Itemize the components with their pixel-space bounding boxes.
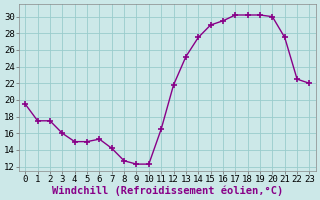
X-axis label: Windchill (Refroidissement éolien,°C): Windchill (Refroidissement éolien,°C)	[52, 185, 283, 196]
